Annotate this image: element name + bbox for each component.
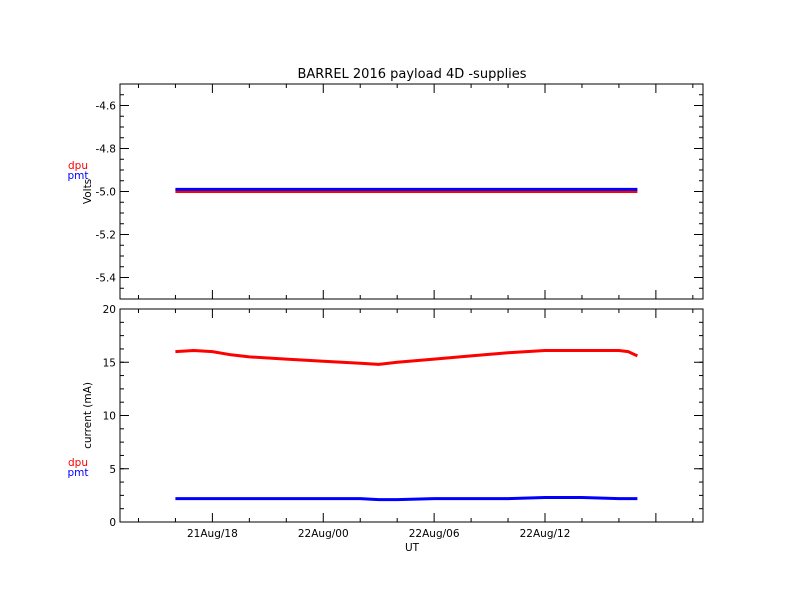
- x-tick-label: 22Aug/00: [298, 528, 349, 540]
- y-tick-label: -4.8: [96, 144, 117, 156]
- series-pmt-line: [175, 496, 638, 502]
- legend-dpu: dpu: [68, 457, 88, 469]
- y-tick-label: -5.0: [96, 187, 117, 199]
- y-tick-label: -5.4: [96, 273, 117, 285]
- y-axis-label: Volts: [82, 179, 94, 204]
- y-tick-label: 0: [109, 517, 116, 529]
- y-tick-label: 15: [103, 357, 116, 369]
- x-axis-label: UT: [405, 542, 420, 554]
- y-tick-label: 5: [109, 464, 116, 476]
- y-tick-label: 10: [103, 411, 116, 423]
- x-tick-label: 22Aug/12: [520, 528, 571, 540]
- y-tick-label: -4.6: [96, 101, 117, 113]
- x-tick-label: 21Aug/18: [187, 528, 238, 540]
- legend-pmt: pmt: [67, 170, 88, 182]
- y-tick-label: 20: [103, 304, 116, 316]
- y-axis-label: current (mA): [82, 382, 94, 449]
- chart-title: BARREL 2016 payload 4D -supplies: [297, 67, 526, 82]
- legend-pmt: pmt: [67, 467, 88, 479]
- series-dpu-line: [175, 349, 639, 366]
- x-tick-label: 22Aug/06: [409, 528, 460, 540]
- y-tick-label: -5.2: [96, 230, 117, 242]
- legend-dpu: dpu: [68, 160, 88, 172]
- plot-frame: [119, 308, 704, 523]
